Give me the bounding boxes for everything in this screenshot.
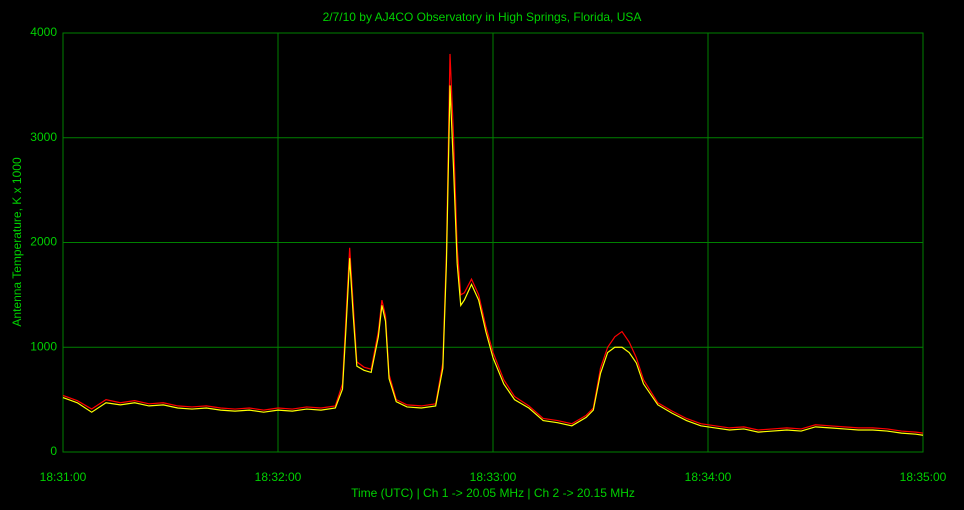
y-tick-label: 4000 bbox=[30, 25, 57, 39]
y-tick-label: 1000 bbox=[30, 339, 57, 353]
x-tick-label: 18:35:00 bbox=[900, 470, 947, 484]
series-line bbox=[62, 53, 924, 434]
x-tick-label: 18:31:00 bbox=[40, 470, 87, 484]
x-axis-label: Time (UTC) | Ch 1 -> 20.05 MHz | Ch 2 ->… bbox=[351, 486, 635, 500]
y-tick-label: 3000 bbox=[30, 130, 57, 144]
y-tick-label: 0 bbox=[50, 444, 57, 458]
chart-title: 2/7/10 by AJ4CO Observatory in High Spri… bbox=[323, 10, 642, 24]
y-tick-label: 2000 bbox=[30, 235, 57, 249]
y-axis-label: Antenna Temperature, K x 1000 bbox=[10, 157, 24, 327]
x-tick-label: 18:32:00 bbox=[255, 470, 302, 484]
x-tick-label: 18:33:00 bbox=[470, 470, 517, 484]
x-tick-label: 18:34:00 bbox=[685, 470, 732, 484]
series-line bbox=[62, 85, 924, 436]
